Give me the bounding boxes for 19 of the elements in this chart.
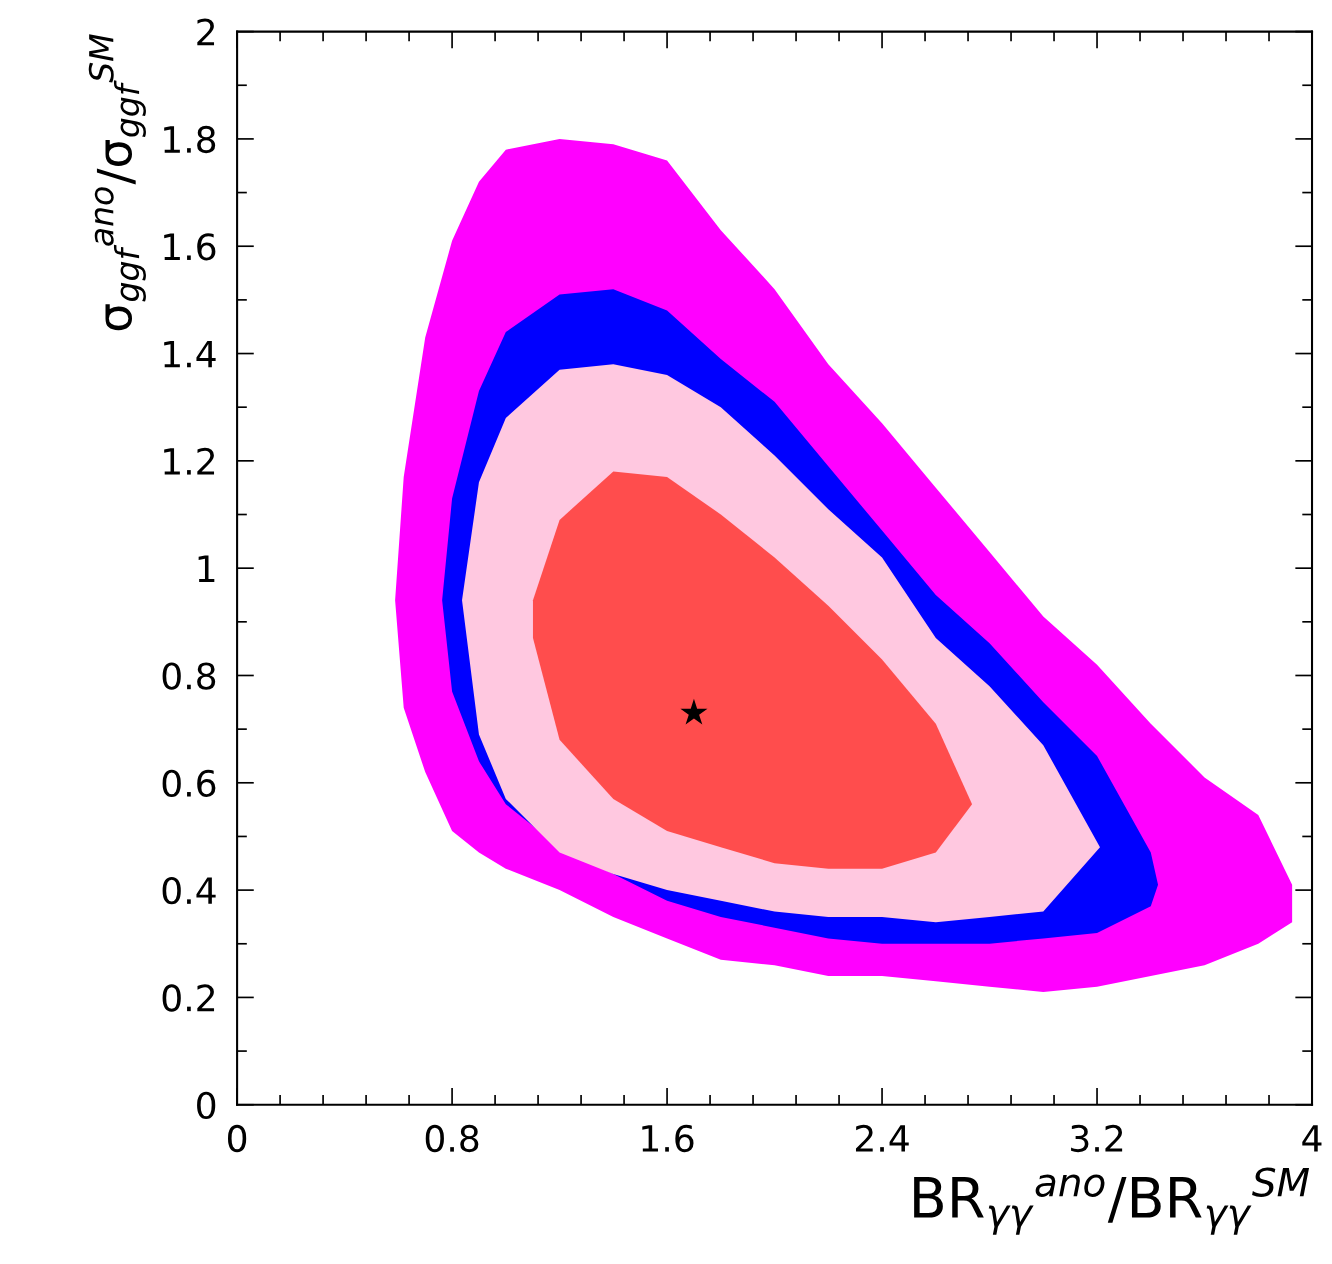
x-tick-label: 0 xyxy=(227,1124,247,1153)
y-tick-label: 1.2 xyxy=(164,447,215,475)
x-tick-label: 1.6 xyxy=(642,1124,694,1153)
x-tick-label: 3.2 xyxy=(1071,1124,1123,1153)
y-tick-label: 0.4 xyxy=(162,877,216,905)
x-axis-title: BR$_{γγ}$$^{ano}$/BR$_{γγ}$$^{SM}$ xyxy=(914,1167,1310,1235)
x-tick-label: 4 xyxy=(1302,1125,1322,1152)
y-axis-title: σ$_{ggf}$$^{ano}$/σ$_{ggf}$$^{SM}$ xyxy=(88,34,146,331)
y-tick-label: 0.2 xyxy=(162,984,215,1012)
y-tick-label: 1 xyxy=(198,555,215,582)
y-tick-label: 0 xyxy=(197,1091,216,1119)
y-tick-label: 1.6 xyxy=(164,233,216,261)
y-tick-label: 0.6 xyxy=(162,769,216,798)
y-tick-label: 1.4 xyxy=(164,340,216,368)
x-tick-label: 2.4 xyxy=(855,1124,909,1152)
y-tick-label: 2 xyxy=(197,18,215,46)
x-tick-label: 0.8 xyxy=(425,1124,479,1153)
y-tick-label: 1.8 xyxy=(164,125,216,154)
y-tick-label: 0.8 xyxy=(162,662,216,690)
